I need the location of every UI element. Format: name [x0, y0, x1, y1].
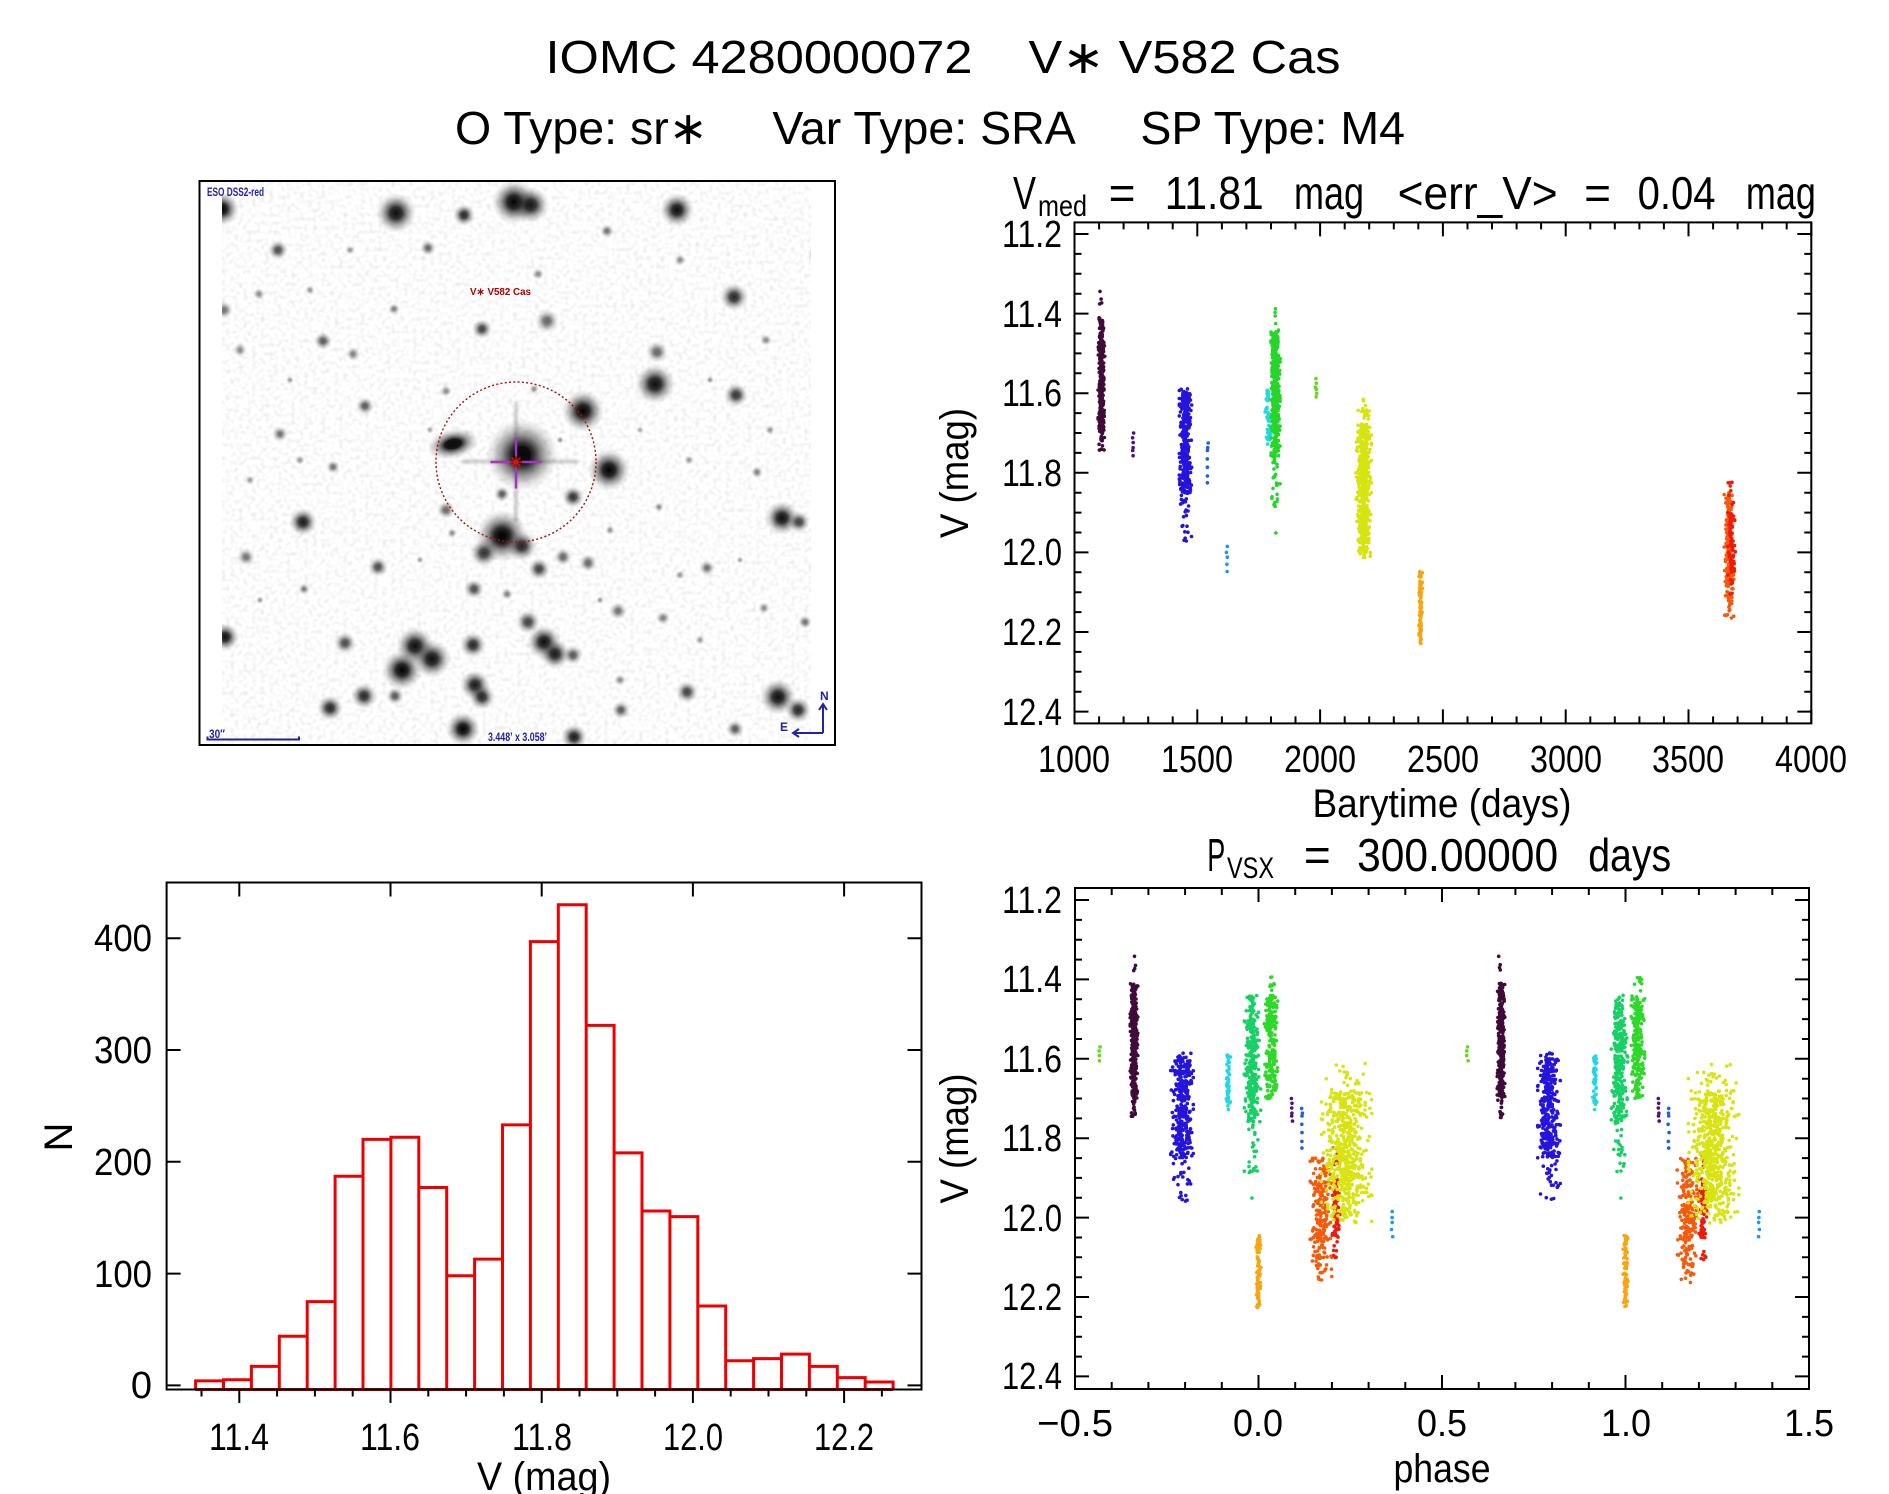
svg-text:med: med: [1038, 190, 1087, 223]
svg-text:12.0: 12.0: [663, 1417, 723, 1459]
svg-text:11.4: 11.4: [209, 1417, 269, 1459]
svg-text:3.448ʼ x 3.058ʼ: 3.448ʼ x 3.058ʼ: [488, 730, 547, 744]
svg-text:12.4: 12.4: [1002, 692, 1062, 734]
svg-text:V: V: [1013, 167, 1036, 219]
svg-text:V (mag): V (mag): [933, 408, 977, 538]
svg-text:200: 200: [94, 1142, 152, 1184]
svg-text:N: N: [37, 1123, 81, 1152]
svg-text:400: 400: [94, 918, 152, 960]
svg-text:11.6: 11.6: [360, 1417, 420, 1459]
svg-text:V (mag): V (mag): [477, 1455, 611, 1494]
svg-text:mag: mag: [1294, 167, 1364, 219]
svg-text:3500: 3500: [1652, 739, 1724, 781]
svg-text:11.8: 11.8: [1002, 453, 1062, 495]
svg-text:IOMC 4280000072 V∗ V582 Cas: IOMC 4280000072 V∗ V582 Cas: [546, 31, 1341, 83]
svg-text:4000: 4000: [1775, 739, 1847, 781]
svg-text:=: =: [1584, 167, 1611, 219]
svg-text:<err_V>: <err_V>: [1398, 167, 1558, 219]
svg-text:mag: mag: [1746, 167, 1816, 219]
svg-text:Barytime (days): Barytime (days): [1313, 782, 1572, 826]
svg-text:2000: 2000: [1284, 739, 1356, 781]
svg-text:100: 100: [94, 1254, 152, 1296]
svg-text:0.04: 0.04: [1638, 167, 1716, 219]
svg-text:E: E: [780, 720, 788, 734]
svg-text:=: =: [1109, 167, 1136, 219]
svg-text:1500: 1500: [1161, 739, 1233, 781]
svg-text:N: N: [820, 689, 829, 703]
svg-text:2500: 2500: [1407, 739, 1479, 781]
svg-text:0: 0: [131, 1365, 152, 1407]
svg-text:11.8: 11.8: [512, 1417, 572, 1459]
svg-text:30″: 30″: [209, 727, 225, 741]
svg-text:1000: 1000: [1038, 739, 1110, 781]
svg-text:300: 300: [94, 1030, 152, 1072]
svg-text:12.0: 12.0: [1002, 532, 1062, 574]
svg-text:12.2: 12.2: [1002, 612, 1062, 654]
svg-text:11.2: 11.2: [1002, 214, 1062, 256]
svg-text:ESO DSS2-red: ESO DSS2-red: [207, 185, 264, 199]
svg-text:3000: 3000: [1530, 739, 1602, 781]
svg-text:11.81: 11.81: [1165, 167, 1264, 219]
svg-text:12.2: 12.2: [814, 1417, 874, 1459]
svg-text:11.6: 11.6: [1002, 373, 1062, 415]
svg-text:11.4: 11.4: [1002, 294, 1062, 336]
svg-text:O Type: sr∗ Var Type: SRA: O Type: sr∗ Var Type: SRA SP Type: M4: [455, 102, 1405, 154]
svg-text:V∗ V582 Cas: V∗ V582 Cas: [470, 287, 531, 298]
